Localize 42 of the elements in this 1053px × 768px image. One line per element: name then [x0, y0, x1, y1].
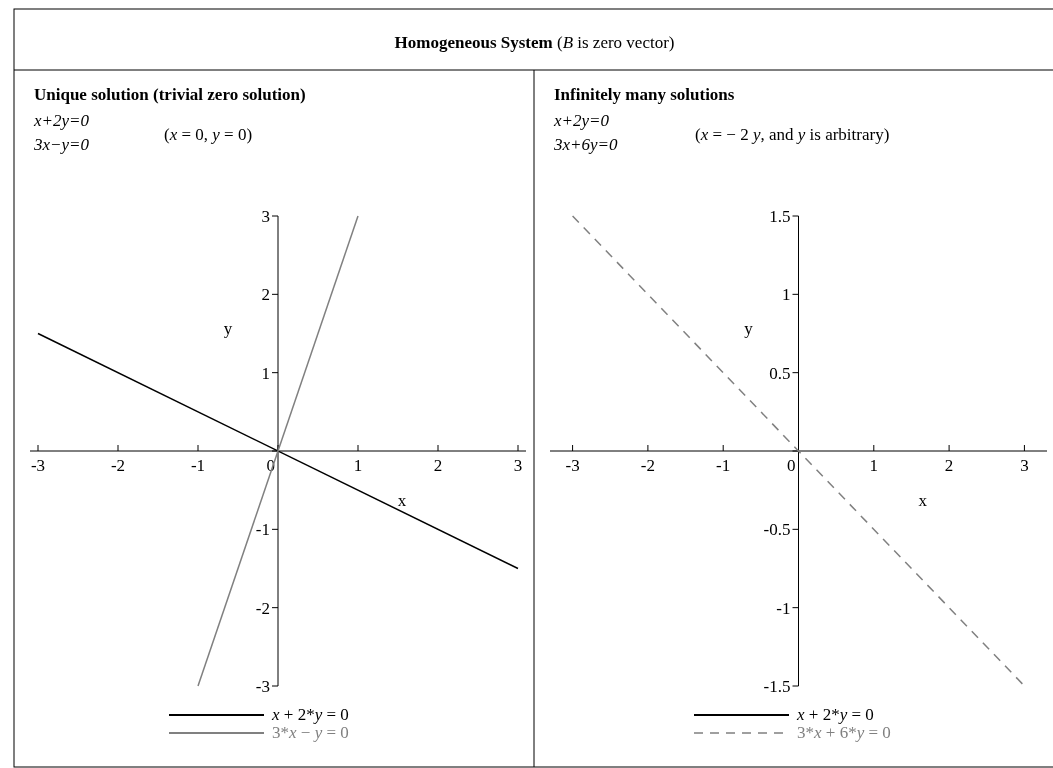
text: x+2y=0: [553, 111, 610, 130]
x-tick-label: -1: [190, 456, 206, 475]
x-tick-label: 3: [513, 456, 523, 475]
text: x+2y=0: [33, 111, 90, 130]
chart-title: Infinitely many solutions: [554, 85, 735, 104]
y-tick-label: 3: [261, 207, 270, 226]
text: (x = − 2 y, and y is arbitrary): [695, 125, 890, 144]
y-tick-label: -2: [255, 598, 270, 618]
x-axis-title: x: [918, 491, 928, 510]
x-tick-label: 1: [353, 456, 363, 475]
x-tick-label: -1: [716, 456, 731, 475]
x-tick-label: -2: [640, 456, 655, 475]
chart-title: Unique solution (trivial zero solution): [34, 85, 306, 104]
x-tick-label: 3: [1020, 456, 1029, 475]
y-tick-label: 2: [261, 285, 270, 305]
text: x + 2*y = 0: [271, 705, 349, 724]
y-tick-label: 1.5: [769, 207, 791, 226]
x-tick-label: 2: [944, 456, 954, 475]
x-tick-label: -2: [110, 456, 126, 475]
x-tick-label: -3: [30, 456, 46, 475]
x-tick-label: 0: [787, 456, 796, 475]
text: Homogeneous System (B is zero vector): [394, 33, 675, 52]
text: 3*x − y = 0: [272, 723, 349, 742]
y-axis-title: y: [744, 318, 754, 338]
legend-label: x + 2*y = 0: [796, 705, 874, 724]
y-tick-label: -1: [255, 520, 270, 540]
y-tick-label: 0.5: [769, 363, 791, 383]
text: 3x+6y=0: [553, 135, 619, 154]
x-tick-label: 1: [869, 456, 879, 475]
x-tick-label: 2: [433, 456, 443, 475]
y-tick-label: 1: [782, 285, 791, 305]
y-tick-label: -0.5: [763, 520, 791, 540]
y-tick-label: 1: [261, 363, 270, 383]
y-tick-label: -1: [776, 598, 791, 618]
text: (x = 0, y = 0): [164, 125, 253, 144]
x-axis-title: x: [397, 491, 407, 510]
y-tick-label: -3: [255, 677, 270, 696]
text: 3*x + 6*y = 0: [797, 723, 891, 742]
y-axis-title: y: [223, 318, 233, 338]
text: 3x−y=0: [33, 135, 90, 154]
x-tick-label: -3: [565, 456, 580, 475]
y-tick-label: -1.5: [763, 677, 791, 696]
